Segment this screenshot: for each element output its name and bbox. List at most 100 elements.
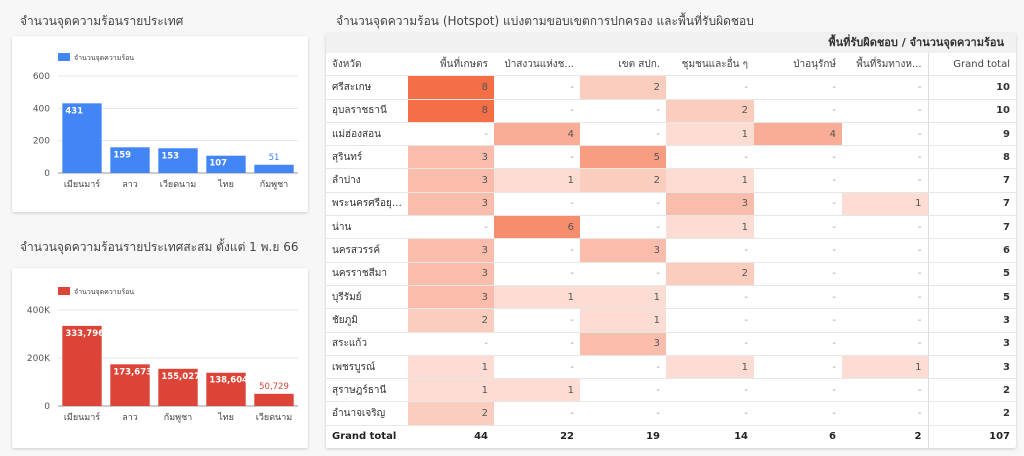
value-cell: - — [842, 215, 928, 240]
value-cell: - — [408, 215, 494, 240]
value-cell: 3 — [666, 192, 754, 217]
value-cell: - — [842, 238, 928, 263]
pivot-card: พื้นที่รับผิดชอบ / จำนวนจุดความร้อน จังห… — [326, 33, 1016, 448]
value-cell: - — [666, 378, 754, 403]
value-cell: - — [494, 99, 580, 123]
value-cell: 4 — [494, 122, 580, 147]
table-row[interactable]: ชัยภูมิ 2-1- - -3 — [326, 308, 1016, 333]
value-cell: - — [842, 75, 928, 100]
grand-total-label: Grand total — [326, 424, 408, 448]
grand-total-value: 2 — [842, 424, 928, 448]
col-header[interactable]: ป่าอนุรักษ์ — [754, 53, 842, 77]
col-header[interactable]: ชุมชนและอื่น ๆ — [666, 53, 754, 77]
table-row[interactable]: สุรินทร์ 3-5- - -8 — [326, 145, 1016, 170]
x-tick-label: เมียนมาร์ — [64, 411, 100, 423]
col-header[interactable]: พื้นที่ริมทางห... — [842, 53, 928, 77]
table-row[interactable]: แม่ฮ่องสอน -4-1 4-9 — [326, 122, 1016, 147]
value-cell: 1 — [494, 378, 580, 403]
data-label: 107 — [209, 159, 227, 169]
data-label: 155,027 — [161, 372, 200, 382]
province-cell: เพชรบูรณ์ — [326, 355, 408, 380]
chart1-title: จำนวนจุดความร้อนรายประเทศ — [20, 14, 184, 28]
table-row[interactable]: เพชรบูรณ์ 1- -1-1 3 — [326, 355, 1016, 380]
table-row[interactable]: นครราชสีมา 3- -2- -5 — [326, 262, 1016, 286]
province-cell: นครสวรรค์ — [326, 238, 408, 263]
y-tick-label: 200 — [33, 137, 50, 147]
col-header-grand-total[interactable]: Grand total — [927, 53, 1016, 77]
value-cell: - — [754, 285, 842, 310]
value-cell: 8 — [408, 99, 494, 123]
table-row[interactable]: น่าน -6-1- -7 — [326, 215, 1016, 240]
value-cell: 4 — [754, 122, 842, 147]
table-row[interactable]: นครสวรรค์ 3-3- - -6 — [326, 238, 1016, 263]
x-tick-label: เมียนมาร์ — [64, 178, 100, 190]
value-cell: 8 — [408, 75, 494, 100]
data-label: 159 — [113, 150, 131, 160]
value-cell: - — [842, 122, 928, 147]
grand-total-value: 22 — [494, 424, 580, 448]
grand-total-cell: 7 — [927, 215, 1016, 240]
value-cell: 2 — [580, 75, 666, 100]
value-cell: - — [580, 262, 666, 286]
x-tick-label: กัมพูชา — [260, 180, 288, 190]
chart1-svg: จำนวนจุดความร้อน 0 200 400 600 431 เมียนมาร์ 15… — [33, 53, 298, 190]
value-cell: 1 — [666, 355, 754, 380]
value-cell: 5 — [580, 145, 666, 170]
province-cell: น่าน — [326, 215, 408, 240]
table-row[interactable]: ลำปาง 3 1 2 1- -7 — [326, 168, 1016, 193]
grand-total-value: 44 — [408, 424, 494, 448]
table-row[interactable]: พระนครศรีอยุธ... 3- -3-1 7 — [326, 192, 1016, 217]
value-cell: - — [494, 192, 580, 217]
grand-total-cell: 7 — [927, 192, 1016, 217]
value-cell: - — [494, 308, 580, 333]
col-header[interactable]: ป่าสงวนแห่งช... — [494, 53, 580, 77]
value-cell: - — [580, 378, 666, 403]
value-cell: - — [754, 99, 842, 123]
col-header[interactable]: พื้นที่เกษตร — [408, 53, 494, 77]
bar — [62, 325, 102, 406]
province-cell: สุรินทร์ — [326, 145, 408, 170]
data-label: 153 — [161, 151, 179, 161]
data-label: 50,729 — [259, 382, 289, 392]
value-cell: - — [408, 332, 494, 356]
province-cell: อุบลราชธานี — [326, 99, 408, 123]
table-row[interactable]: อำนาจเจริญ 2- - - - -2 — [326, 401, 1016, 426]
y-tick-label: 0 — [44, 169, 50, 179]
bar — [254, 164, 294, 173]
grand-total-value: 14 — [666, 424, 754, 448]
grand-total-cell: 9 — [927, 122, 1016, 147]
value-cell: - — [580, 192, 666, 217]
province-cell: บุรีรัมย์ — [326, 285, 408, 310]
grand-total-cell: 10 — [927, 75, 1016, 100]
value-cell: - — [494, 75, 580, 100]
y-tick-label: 600 — [33, 72, 50, 82]
table-row[interactable]: อุบลราชธานี 8- -2- -10 — [326, 99, 1016, 123]
x-tick-label: กัมพูชา — [164, 413, 192, 423]
province-cell: อำนาจเจริญ — [326, 401, 408, 426]
data-label: 138,604 — [209, 376, 248, 386]
table-row[interactable]: บุรีรัมย์ 3 1 1- - -5 — [326, 285, 1016, 310]
value-cell: 3 — [408, 145, 494, 170]
province-cell: ชัยภูมิ — [326, 308, 408, 333]
bar — [206, 155, 246, 173]
col-header[interactable]: เขต สปก. — [580, 53, 666, 77]
value-cell: 1 — [842, 355, 928, 380]
data-label: 173,673 — [113, 367, 152, 377]
value-cell: - — [842, 99, 928, 123]
value-cell: - — [666, 308, 754, 333]
value-cell: - — [494, 238, 580, 263]
province-cell: ลำปาง — [326, 168, 408, 193]
value-cell: 1 — [580, 285, 666, 310]
y-tick-label: 400K — [27, 306, 51, 316]
value-cell: - — [754, 378, 842, 403]
province-cell: ศรีสะเกษ — [326, 75, 408, 100]
value-cell: - — [842, 332, 928, 356]
value-cell: 1 — [408, 355, 494, 380]
table-row[interactable]: ศรีสะเกษ 8-2- - -10 — [326, 75, 1016, 100]
table-row[interactable]: สุราษฎร์ธานี 1 1- - - -2 — [326, 378, 1016, 403]
pivot-table: จังหวัด พื้นที่เกษตร ป่าสงวนแห่งช... เขต… — [326, 53, 1016, 448]
table-row[interactable]: สระแก้ว - -3- - -3 — [326, 332, 1016, 356]
value-cell: - — [842, 145, 928, 170]
bar — [254, 393, 294, 406]
row-header[interactable]: จังหวัด — [326, 53, 408, 77]
